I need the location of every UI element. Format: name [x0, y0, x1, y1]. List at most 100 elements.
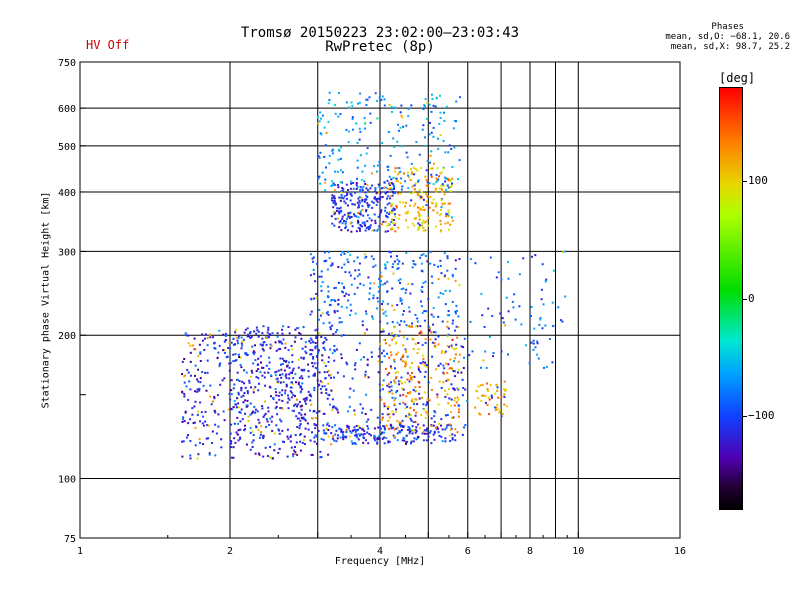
data-point: [505, 388, 507, 391]
data-point: [422, 424, 425, 427]
data-point: [315, 424, 318, 427]
data-point: [385, 214, 387, 217]
data-point: [329, 326, 332, 329]
data-point: [205, 437, 208, 440]
data-point: [246, 392, 249, 395]
data-point: [379, 271, 382, 274]
data-point: [278, 391, 281, 394]
data-point: [376, 99, 379, 102]
data-point: [229, 432, 232, 435]
data-point: [437, 315, 440, 318]
x-tick-label: 1: [77, 546, 83, 557]
data-point: [274, 374, 277, 377]
data-point: [456, 396, 459, 399]
data-point: [399, 111, 402, 114]
data-point: [304, 413, 307, 416]
data-point: [279, 418, 281, 421]
data-point: [348, 396, 351, 399]
data-point: [444, 289, 447, 292]
data-point: [245, 352, 248, 355]
data-point: [394, 167, 397, 170]
data-point: [425, 365, 428, 368]
data-point: [430, 331, 433, 334]
data-point: [278, 340, 281, 343]
data-point: [339, 199, 342, 202]
data-point: [503, 403, 506, 406]
data-point: [388, 202, 391, 205]
data-point: [400, 114, 403, 117]
data-point: [308, 340, 311, 343]
phase-stats-o: mean, sd,O: −68.1, 20.6: [665, 32, 790, 42]
data-point: [329, 373, 332, 376]
data-point: [263, 371, 266, 374]
data-point: [451, 300, 454, 303]
data-point: [487, 389, 490, 392]
data-point: [411, 362, 414, 364]
data-point: [267, 371, 270, 374]
data-point: [407, 187, 410, 189]
data-point: [361, 427, 364, 429]
data-point: [430, 150, 433, 153]
data-point: [397, 217, 400, 220]
data-point: [189, 418, 191, 421]
data-point: [332, 206, 335, 209]
data-point: [275, 370, 278, 373]
data-point: [492, 352, 495, 354]
data-point: [349, 217, 351, 219]
data-point: [392, 413, 395, 416]
data-point: [293, 340, 296, 343]
data-point: [392, 263, 395, 266]
data-point: [240, 336, 243, 339]
data-point: [358, 227, 361, 230]
data-point: [234, 343, 237, 346]
data-point: [563, 250, 566, 253]
data-point: [564, 295, 567, 298]
data-point: [364, 375, 367, 378]
data-point: [300, 337, 303, 340]
data-point: [446, 269, 449, 272]
data-point: [395, 391, 398, 394]
data-point: [344, 227, 347, 229]
data-point: [371, 315, 374, 318]
data-point: [422, 209, 425, 211]
data-point: [345, 306, 348, 309]
data-point: [246, 399, 249, 402]
data-point: [318, 120, 321, 123]
data-point: [421, 311, 424, 314]
data-point: [185, 385, 188, 388]
data-point: [458, 284, 461, 287]
data-point: [406, 355, 409, 358]
data-point: [337, 303, 340, 306]
data-point: [416, 320, 419, 323]
data-point: [356, 159, 359, 162]
data-point: [181, 421, 184, 423]
data-point: [376, 442, 379, 445]
data-point: [386, 413, 389, 416]
data-point: [358, 342, 361, 345]
data-point: [405, 252, 408, 254]
data-point: [532, 348, 535, 351]
data-point: [288, 377, 291, 380]
data-point: [182, 418, 185, 421]
data-point: [413, 188, 416, 191]
data-point: [412, 429, 414, 432]
data-point: [443, 274, 446, 277]
data-point: [335, 348, 338, 351]
data-point: [389, 365, 392, 368]
colorbar: [719, 87, 743, 510]
data-point: [424, 361, 426, 364]
data-point: [197, 380, 200, 383]
data-point: [402, 426, 405, 429]
data-point: [309, 253, 312, 256]
data-point: [188, 380, 191, 383]
data-point: [342, 433, 344, 436]
data-point: [434, 411, 437, 414]
data-point: [358, 434, 361, 437]
data-point: [474, 406, 477, 409]
data-point: [391, 410, 394, 413]
data-point: [327, 360, 330, 363]
data-point: [285, 373, 288, 376]
data-point: [294, 328, 297, 331]
data-point: [326, 371, 329, 373]
data-point: [281, 357, 284, 360]
